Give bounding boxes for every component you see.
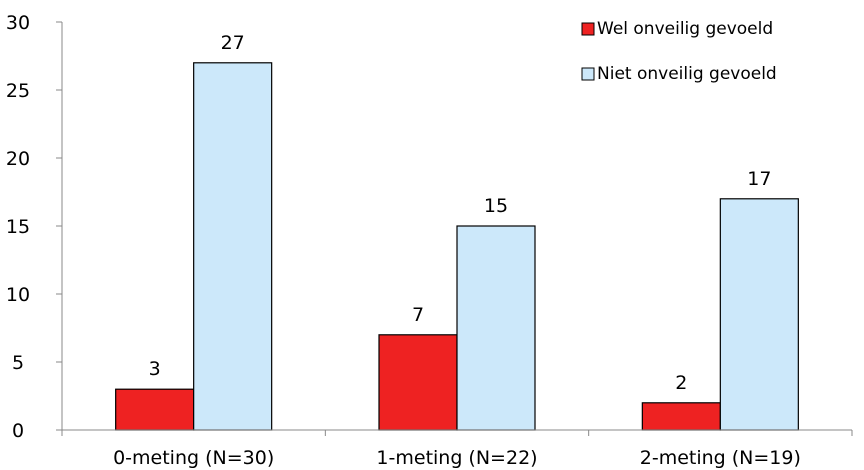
y-tick-label: 30	[6, 12, 30, 34]
x-category-label: 2-meting (N=19)	[640, 447, 801, 469]
y-tick-label: 5	[12, 352, 24, 374]
y-tick-label: 25	[6, 80, 30, 102]
data-labels: 3 27 7 15 2 17	[149, 32, 772, 394]
data-label: 3	[149, 358, 161, 380]
data-label: 7	[412, 304, 424, 326]
legend-swatch	[581, 67, 595, 81]
bar-wel-2	[641, 402, 721, 431]
x-category-label: 1-meting (N=22)	[376, 447, 537, 469]
y-tick-label: 15	[6, 216, 30, 238]
data-label: 15	[484, 195, 508, 217]
y-tick-label: 0	[12, 420, 24, 442]
bar-niet-0	[193, 62, 273, 431]
bars	[115, 62, 799, 431]
bar-niet-2	[719, 198, 799, 431]
data-label: 2	[675, 372, 687, 394]
x-axis: 0-meting (N=30) 1-meting (N=22) 2-meting (…	[61, 429, 853, 469]
legend-swatch	[581, 22, 595, 36]
y-axis: 0 5 10 15 20 25 30	[6, 12, 63, 442]
data-label: 27	[221, 32, 245, 54]
y-tick-label: 10	[6, 284, 30, 306]
data-label: 17	[747, 168, 771, 190]
bar-wel-0	[115, 388, 195, 431]
x-category-label: 0-meting (N=30)	[113, 447, 274, 469]
legend-label: Wel onveilig gevoeld	[597, 19, 773, 39]
bar-wel-1	[378, 334, 458, 431]
legend: Wel onveilig gevoeld Niet onveilig gevoel…	[581, 19, 777, 84]
bar-niet-1	[456, 225, 536, 431]
y-tick-label: 20	[6, 148, 30, 170]
legend-label: Niet onveilig gevoeld	[597, 64, 777, 84]
